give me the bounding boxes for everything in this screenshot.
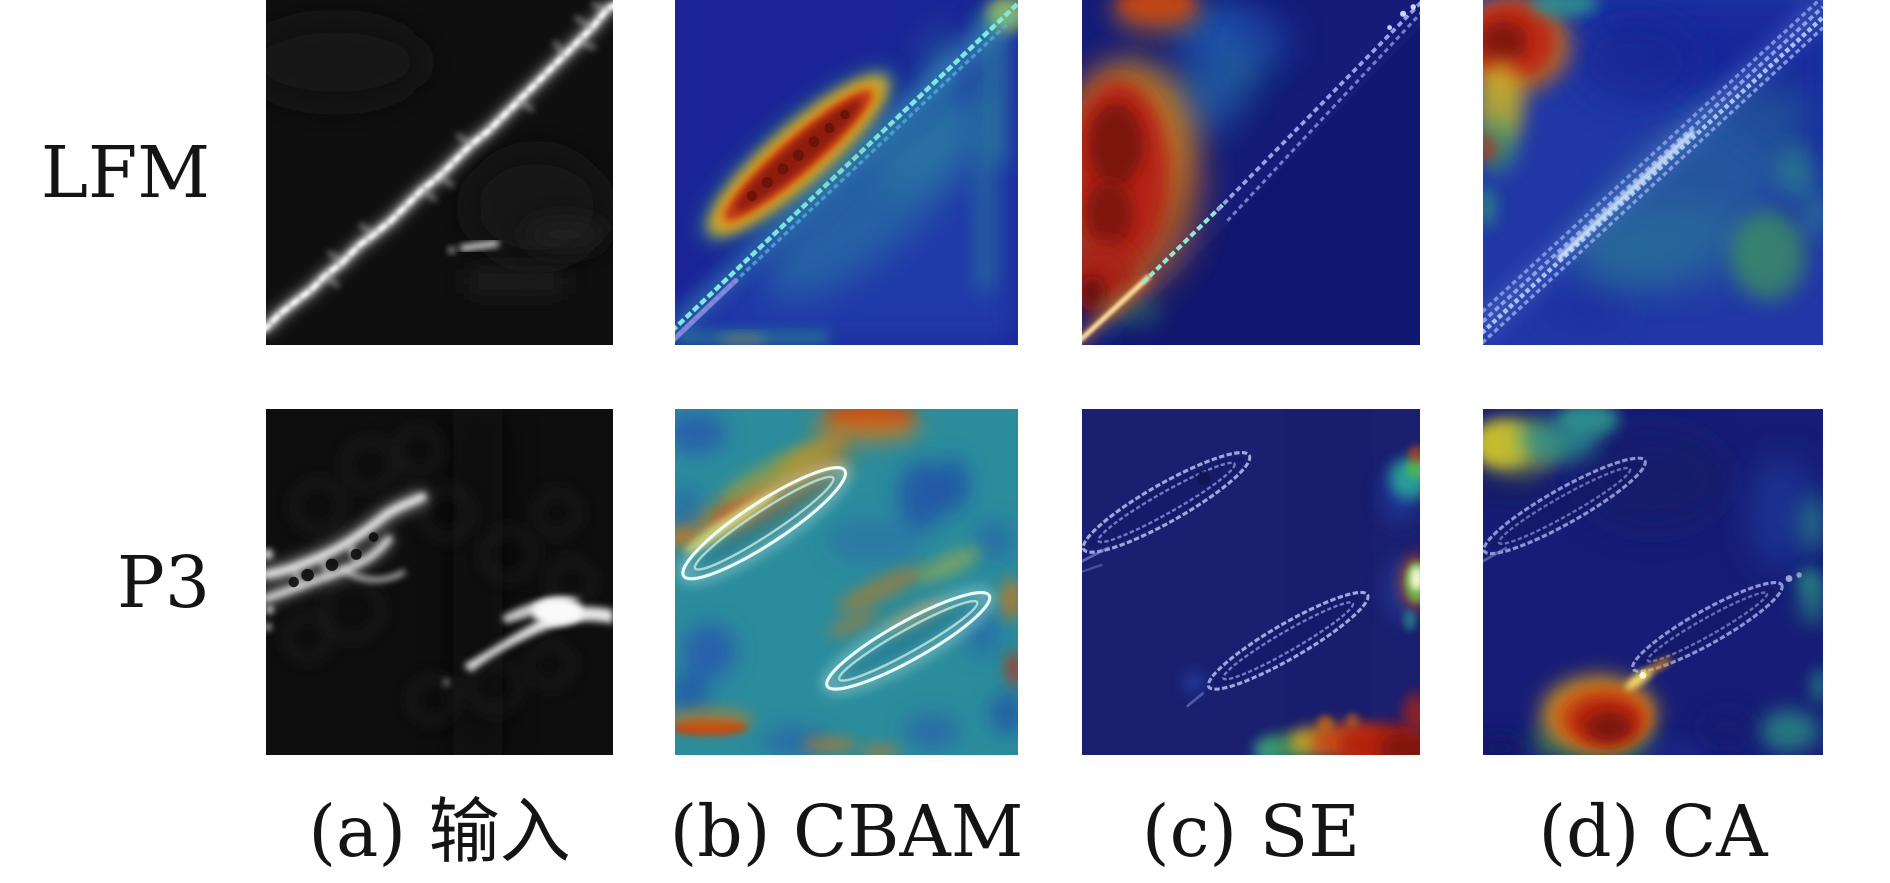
caption-cbam: (b) CBAM bbox=[669, 789, 1024, 873]
caption-input: (a) 输入 bbox=[308, 789, 571, 873]
panel-lfm-ca-heatmap bbox=[1483, 0, 1823, 345]
row-label-p3: P3 bbox=[117, 540, 210, 624]
row-label-lfm: LFM bbox=[40, 131, 210, 214]
panel-p3-cbam-heatmap bbox=[675, 409, 1018, 755]
panel-p3-input-image bbox=[266, 409, 613, 755]
panel-lfm-input-image bbox=[266, 0, 613, 345]
caption-se: (c) SE bbox=[1141, 789, 1361, 873]
panel-p3-ca-heatmap bbox=[1483, 409, 1823, 755]
panel-lfm-cbam-heatmap bbox=[675, 0, 1018, 345]
panel-lfm-se-heatmap bbox=[1082, 0, 1420, 345]
panel-p3-se-heatmap bbox=[1082, 409, 1420, 755]
caption-ca: (d) CA bbox=[1538, 789, 1768, 873]
